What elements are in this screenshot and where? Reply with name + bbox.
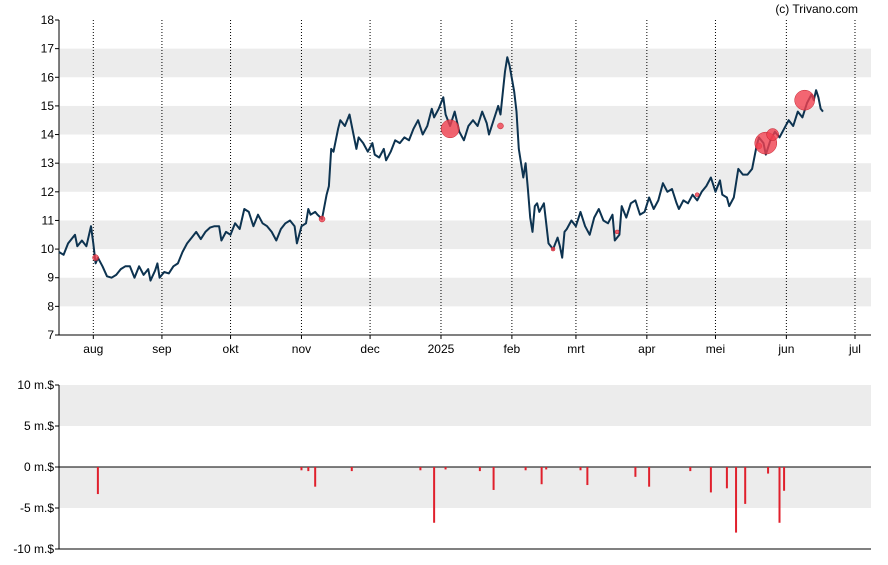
price-y-tick-label: 16 — [41, 70, 55, 84]
trade-marker — [766, 128, 779, 141]
volume-bar — [725, 467, 728, 489]
trade-marker — [694, 192, 700, 197]
price-y-tick-label: 18 — [41, 13, 55, 27]
price-markers — [92, 89, 815, 261]
volume-y-tick-label: -5 m.$ — [20, 501, 54, 515]
price-x-tick-label: jun — [777, 342, 794, 356]
volume-bar — [586, 467, 589, 486]
volume-bar — [689, 467, 692, 472]
volume-bands — [59, 385, 871, 508]
price-band — [59, 105, 871, 135]
volume-band — [59, 385, 871, 426]
trade-marker — [440, 119, 460, 139]
price-y-tick-label: 7 — [47, 328, 54, 342]
volume-y-tick-label: 5 m.$ — [24, 419, 54, 433]
volume-bar — [778, 467, 781, 523]
volume-bar — [307, 467, 310, 472]
price-y-tick-label: 17 — [41, 42, 55, 56]
trade-marker — [550, 246, 556, 252]
price-x-tick-label: dec — [360, 342, 379, 356]
trade-marker — [614, 229, 620, 235]
price-frame — [58, 20, 871, 336]
price-band — [59, 163, 871, 192]
price-band — [59, 277, 871, 307]
volume-bars — [96, 467, 786, 533]
price-y-tick-label: 12 — [41, 185, 55, 199]
trade-marker — [497, 122, 504, 130]
price-x-tick-label: 2025 — [428, 342, 455, 356]
price-y-tick-label: 9 — [47, 271, 54, 285]
volume-bar — [524, 467, 527, 471]
volume-bar — [314, 467, 317, 487]
price-x-tick-label: jul — [848, 342, 861, 356]
volume-bar — [96, 467, 99, 495]
price-x-axis: aug sep okt nov dec 2025 feb mrt apr mei jun jul — [83, 335, 861, 356]
price-x-tick-label: mei — [706, 342, 725, 356]
trade-marker — [318, 215, 326, 223]
volume-bar — [634, 467, 637, 477]
volume-y-tick-label: 10 m.$ — [17, 378, 54, 392]
volume-y-tick-label: 0 m.$ — [24, 460, 54, 474]
credit-label: (c) Trivano.com — [775, 2, 858, 16]
volume-bar — [744, 467, 747, 504]
price-y-tick-label: 14 — [41, 128, 55, 142]
price-y-tick-label: 13 — [41, 156, 55, 170]
volume-bar — [492, 467, 495, 490]
volume-y-axis: 10 m.$ 5 m.$ 0 m.$ -5 m.$ -10 m.$ — [13, 378, 59, 556]
price-x-tick-label: aug — [83, 342, 103, 356]
price-y-tick-label: 8 — [47, 299, 54, 313]
volume-bar — [579, 467, 582, 471]
price-bands — [59, 48, 871, 307]
volume-y-tick-label: -10 m.$ — [13, 542, 54, 556]
price-x-tick-label: sep — [152, 342, 172, 356]
price-x-tick-label: okt — [223, 342, 240, 356]
volume-bar — [545, 467, 548, 470]
volume-bar — [419, 467, 422, 471]
price-band — [59, 220, 871, 250]
volume-bar — [648, 467, 651, 487]
volume-bar — [735, 467, 738, 533]
trade-marker — [92, 254, 99, 261]
price-y-tick-label: 11 — [42, 213, 55, 227]
price-x-tick-label: feb — [504, 342, 521, 356]
price-x-tick-label: mrt — [567, 342, 585, 356]
price-y-axis: 7 8 9 10 11 12 13 14 15 16 17 18 — [41, 13, 59, 342]
volume-bar — [767, 467, 770, 474]
volume-bar — [300, 467, 303, 471]
price-x-tick-label: nov — [292, 342, 311, 356]
price-x-tick-label: apr — [638, 342, 655, 356]
trade-marker — [794, 89, 815, 111]
price-y-tick-label: 15 — [41, 99, 55, 113]
price-y-tick-label: 10 — [41, 242, 55, 256]
volume-bar — [433, 467, 436, 523]
volume-bar — [783, 467, 786, 491]
volume-bar — [709, 467, 712, 493]
price-band — [59, 48, 871, 78]
volume-bar — [350, 467, 353, 472]
volume-bar — [478, 467, 481, 472]
volume-band — [59, 467, 871, 508]
volume-bar — [540, 467, 543, 485]
volume-bar — [444, 467, 447, 470]
